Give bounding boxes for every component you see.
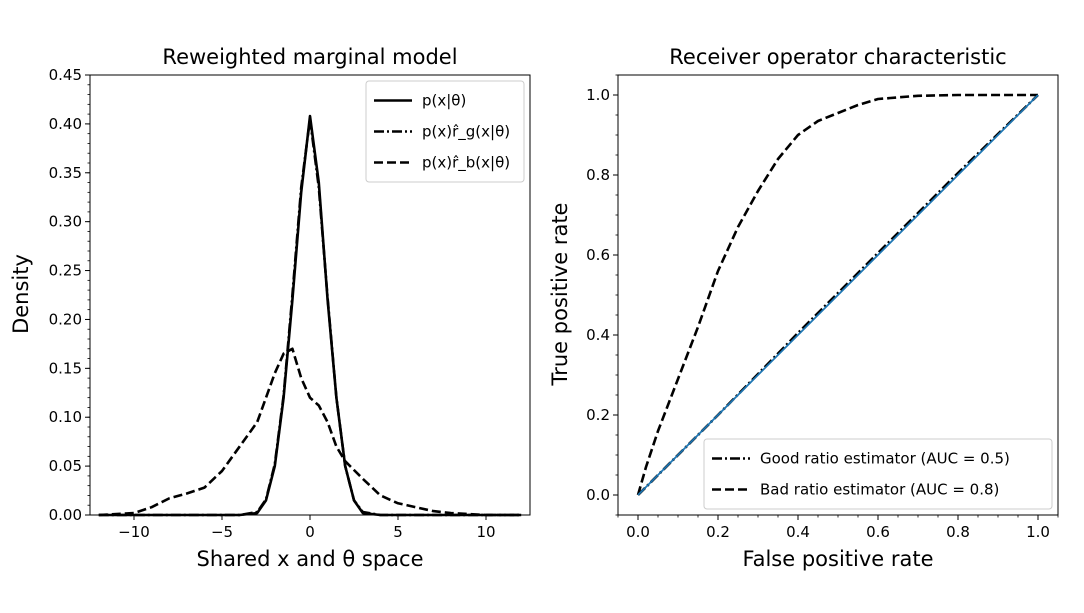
y-tick-label: 0.2	[586, 406, 610, 424]
x-tick-label: 0.0	[626, 523, 650, 541]
y-tick-label: 0.25	[49, 262, 82, 280]
series-line	[98, 117, 522, 517]
density-chart: Reweighted marginal model Shared x and θ…	[9, 45, 531, 571]
legend-label: p(x)r̂_b(x|θ)	[422, 154, 510, 173]
x-tick-label: 0	[305, 523, 315, 541]
x-tick-label: 5	[393, 523, 403, 541]
y-tick-label: 0.20	[49, 310, 82, 328]
legend: p(x|θ) p(x)r̂_g(x|θ) p(x)r̂_b(x|θ)	[365, 80, 525, 183]
y-tick-label: 0.45	[49, 66, 82, 84]
reference-line	[637, 94, 1039, 496]
legend-frame	[365, 80, 525, 183]
x-tick-label: −5	[211, 523, 233, 541]
legend-label: p(x|θ)	[422, 92, 466, 110]
y-tick-label: 0.40	[49, 115, 82, 133]
series-line	[98, 347, 522, 517]
plot-series	[98, 114, 522, 517]
axis-ticks: 0.00 0.05 0.10 0.15 0.20 0.25 0.30 0.35 0.40 0.45…	[49, 66, 496, 541]
y-tick-label: 0.00	[49, 506, 82, 524]
y-tick-label: 0.4	[586, 326, 610, 344]
chart-title: Receiver operator characteristic	[669, 45, 1006, 69]
x-axis-title: False positive rate	[742, 547, 933, 571]
plot-frame	[89, 74, 531, 516]
legend-label: p(x)r̂_g(x|θ)	[422, 123, 510, 142]
y-tick-label: 0.35	[49, 164, 82, 182]
y-tick-label: 0.6	[586, 246, 610, 264]
y-tick-label: 0.15	[49, 359, 82, 377]
x-tick-label: 10	[476, 523, 495, 541]
chart-title: Reweighted marginal model	[162, 45, 457, 69]
y-tick-label: 0.8	[586, 166, 610, 184]
x-tick-label: 0.6	[866, 523, 890, 541]
legend-label: Good ratio estimator (AUC = 0.5)	[760, 450, 1010, 468]
x-axis-title: Shared x and θ space	[196, 547, 423, 571]
y-axis-title: Density	[9, 254, 33, 334]
x-tick-label: 0.2	[706, 523, 730, 541]
y-tick-label: 0.0	[586, 486, 610, 504]
y-tick-label: 0.05	[49, 457, 82, 475]
y-tick-label: 0.30	[49, 213, 82, 231]
x-tick-label: 1.0	[1026, 523, 1050, 541]
y-tick-label: 1.0	[586, 86, 610, 104]
plot-series	[636, 93, 1039, 496]
x-tick-label: 0.4	[786, 523, 810, 541]
roc-chart: Receiver operator characteristic False p…	[548, 45, 1059, 571]
legend-frame	[703, 438, 1053, 510]
y-axis-title: True positive rate	[548, 203, 572, 387]
x-tick-label: 0.8	[946, 523, 970, 541]
legend-label: Bad ratio estimator (AUC = 0.8)	[760, 481, 999, 499]
legend: Good ratio estimator (AUC = 0.5) Bad rati…	[703, 438, 1053, 510]
plot-frame	[617, 74, 1059, 516]
x-tick-label: −10	[118, 523, 150, 541]
series-line	[636, 93, 1038, 496]
y-tick-label: 0.10	[49, 408, 82, 426]
